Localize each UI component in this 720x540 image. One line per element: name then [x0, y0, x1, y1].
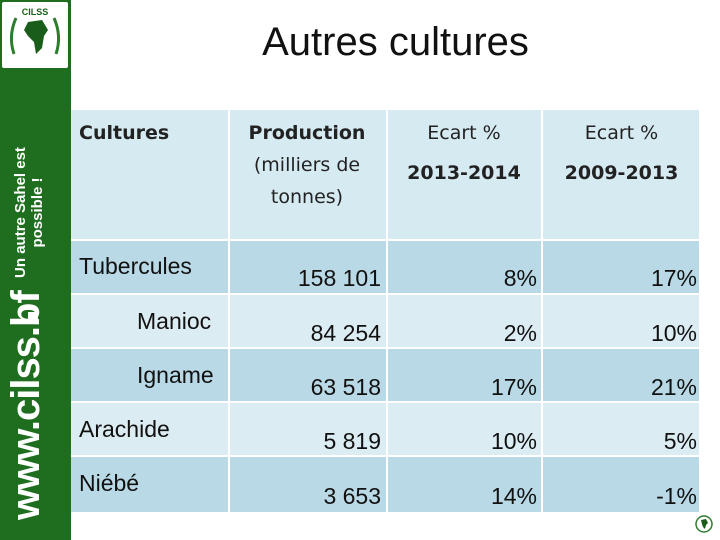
sidebar-url: www.cilss.bf	[4, 291, 48, 520]
header-ecart-2013-2014: Ecart % 2013-2014	[407, 122, 521, 184]
cell-ecart-2013-2014: 2%	[503, 320, 537, 346]
cell-culture: Niébé	[79, 470, 140, 496]
cell-ecart-2009-2013: 5%	[663, 428, 697, 454]
header-production: Production (milliers de tonnes)	[248, 122, 366, 208]
cell-ecart-2013-2014: 14%	[490, 483, 537, 509]
cell-production: 84 254	[310, 320, 381, 346]
header-cultures: Cultures	[79, 122, 170, 144]
cell-culture: Igname	[137, 362, 214, 388]
header-ecart-2009-2013: Ecart % 2009-2013	[564, 122, 679, 184]
table-row	[71, 240, 699, 294]
cell-ecart-2009-2013: 10%	[650, 320, 697, 346]
cell-ecart-2013-2014: 10%	[490, 428, 537, 454]
cell-ecart-2009-2013: 17%	[650, 265, 697, 291]
cilss-small-logo-icon	[694, 514, 714, 534]
cell-ecart-2013-2014: 17%	[490, 374, 537, 400]
sidebar: CILSS Un autre Sahel est possible ! www.…	[0, 0, 71, 540]
cilss-logo-icon: CILSS	[9, 7, 61, 55]
table-row	[71, 348, 699, 402]
cell-production: 158 101	[297, 265, 381, 291]
table-header	[71, 110, 699, 240]
cell-culture: Arachide	[79, 416, 170, 442]
cell-production: 63 518	[310, 374, 381, 400]
cell-ecart-2013-2014: 8%	[503, 265, 537, 291]
cell-culture: Tubercules	[79, 253, 192, 279]
page-title: Autres cultures	[262, 20, 529, 64]
tagline-line1: Un autre Sahel est	[12, 147, 29, 278]
sidebar-tagline: Un autre Sahel est possible !	[12, 125, 46, 300]
cell-production: 3 653	[323, 483, 381, 509]
data-table: Cultures Production (milliers de tonnes)…	[71, 110, 699, 512]
tagline-line2: possible !	[29, 177, 46, 248]
cilss-logo: CILSS	[2, 2, 68, 68]
table-row	[71, 456, 699, 512]
cell-ecart-2009-2013: 21%	[650, 374, 697, 400]
cell-ecart-2009-2013: -1%	[656, 483, 697, 509]
cell-production: 5 819	[323, 428, 381, 454]
table-row	[71, 402, 699, 456]
logo-text: CILSS	[22, 7, 49, 17]
table-row	[71, 294, 699, 348]
cell-culture: Manioc	[137, 308, 212, 334]
sidebar-separator	[28, 312, 38, 322]
